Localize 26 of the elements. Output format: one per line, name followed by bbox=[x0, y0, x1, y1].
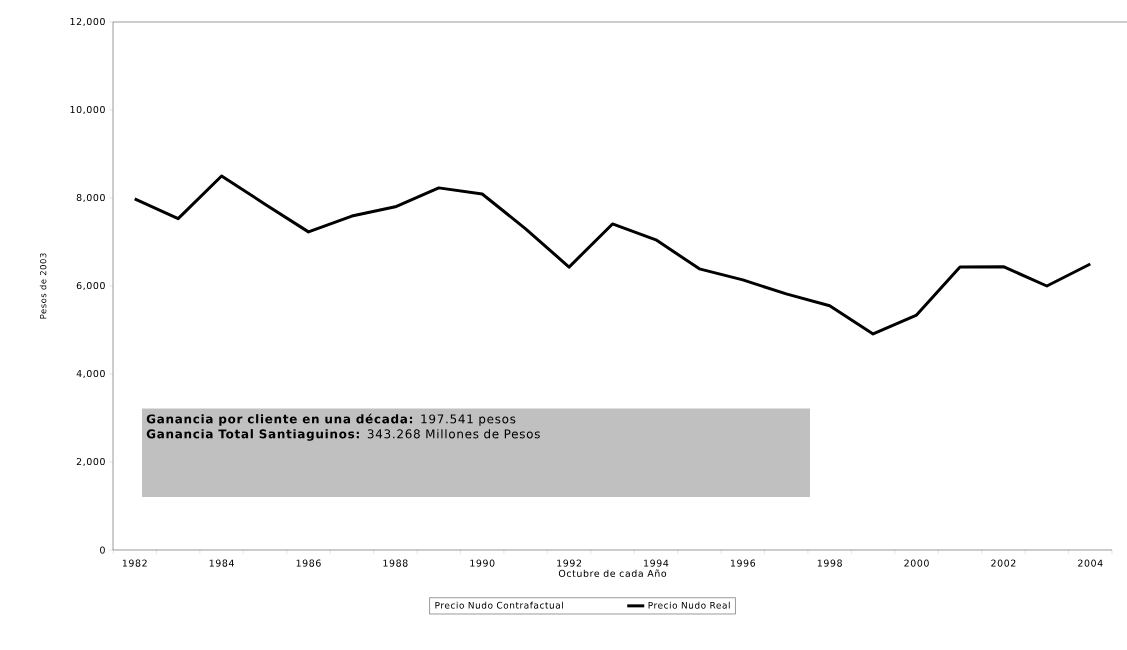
x-tick-label: 1998 bbox=[817, 559, 842, 567]
annotation: Ganancia por cliente en una década: 197.541 pesos bbox=[146, 413, 516, 426]
text: Precio Nudo Contrafactual bbox=[435, 601, 563, 609]
y-tick-label: 6,000 bbox=[76, 281, 105, 291]
annotation: Ganancia Total Santiaguinos: 343.268 Millones de Pesos bbox=[146, 429, 540, 441]
y-tick-label: 12,000 bbox=[70, 17, 105, 27]
x-tick-label: 2002 bbox=[991, 559, 1016, 567]
x-tick-label: 1992 bbox=[557, 559, 582, 567]
x-tick-label: 1984 bbox=[209, 559, 234, 567]
y-axis-title: Pesos de 2003 bbox=[39, 253, 47, 319]
y-tick-label: 8,000 bbox=[76, 193, 105, 203]
y-tick-label: 2,000 bbox=[76, 457, 105, 467]
x-axis-title: Octubre de cada Año bbox=[558, 569, 667, 578]
y-tick-label: 10,000 bbox=[70, 105, 105, 115]
x-tick-label: 1982 bbox=[122, 559, 147, 567]
x-tick-label: 1990 bbox=[470, 559, 495, 567]
x-tick-label: 1988 bbox=[383, 559, 408, 567]
x-tick-label: 1996 bbox=[730, 559, 756, 567]
line-series bbox=[133, 174, 1092, 336]
x-tick-label: 1986 bbox=[296, 559, 321, 567]
x-tick-label: 1994 bbox=[644, 559, 669, 567]
legend-label: Precio Nudo Real bbox=[648, 601, 730, 609]
x-tick-label: 2000 bbox=[904, 559, 929, 567]
y-tick-label: 0 bbox=[100, 546, 105, 554]
x-tick-label: 2004 bbox=[1078, 559, 1103, 567]
y-tick-label: 4,000 bbox=[76, 369, 105, 379]
